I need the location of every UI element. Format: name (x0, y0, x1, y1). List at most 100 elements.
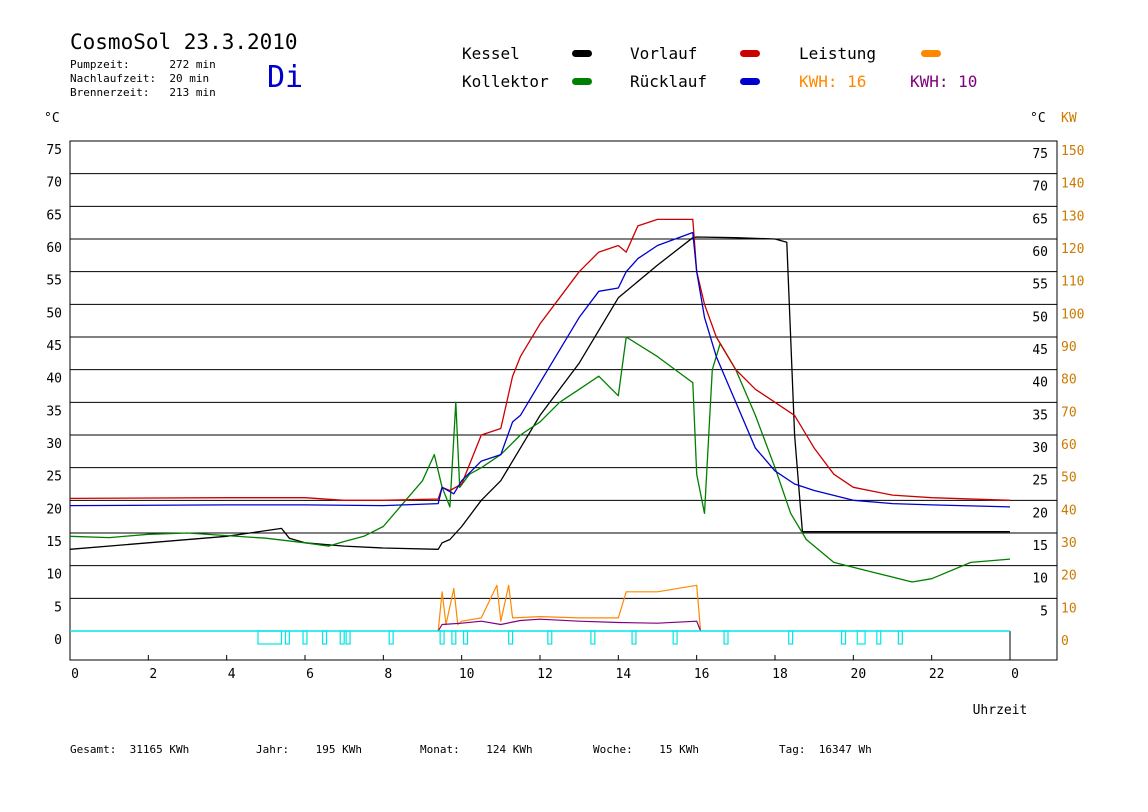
pump-status-marker (590, 630, 596, 645)
series-line-leistung (437, 584, 702, 632)
y-tick-label-right-temp: 10 (1032, 572, 1048, 587)
y-tick-label-right-power: 80 (1061, 373, 1077, 388)
y-tick-label-right-temp: 45 (1032, 343, 1048, 358)
pump-status-marker (856, 630, 866, 645)
y-tick-label-right-temp: 25 (1032, 474, 1048, 489)
pump-status-marker (672, 630, 678, 645)
pump-status-marker (840, 630, 847, 645)
y-tick-label-left: 20 (46, 502, 62, 517)
x-tick-label: 14 (616, 667, 632, 682)
y-tick-label-right-temp: 5 (1040, 604, 1048, 619)
pump-status-marker (339, 630, 345, 645)
x-tick-label: 4 (228, 667, 236, 682)
legend-kwh-2: KWH: 10 (910, 72, 978, 91)
info-nachlaufzeit: Nachlaufzeit: 20 min (70, 72, 210, 85)
y-tick-label-right-power: 90 (1061, 340, 1077, 355)
y-tick-label-left: 40 (46, 372, 62, 387)
pump-status-marker (897, 630, 903, 645)
pump-status-marker (463, 630, 469, 645)
pump-status-marker (345, 630, 351, 645)
y-tick-label-right-power: 40 (1061, 503, 1077, 518)
footer-gesamt: Gesamt: 31165 KWh (70, 743, 190, 756)
x-tick-label: 2 (149, 667, 157, 682)
y-tick-label-right-power: 60 (1061, 438, 1077, 453)
pump-status-marker (302, 630, 308, 645)
y-axis-label-right-temp: °C (1030, 111, 1046, 126)
y-tick-label-right-temp: 55 (1032, 278, 1048, 293)
x-tick-label: 22 (929, 667, 945, 682)
y-tick-label-right-power: 20 (1061, 569, 1077, 584)
chart-title: CosmoSol 23.3.2010 (70, 30, 298, 54)
y-tick-label-right-temp: 60 (1032, 245, 1048, 260)
legend-kwh-leistung: KWH: 16 (799, 72, 867, 91)
y-tick-label-left: 35 (46, 404, 62, 419)
y-tick-label-right-temp: 65 (1032, 212, 1048, 227)
pump-status-marker (547, 630, 553, 645)
y-tick-label-right-power: 30 (1061, 536, 1077, 551)
y-tick-label-left: 45 (46, 339, 62, 354)
legend-kessel: Kessel (462, 44, 520, 63)
y-tick-label-right-power: 50 (1061, 471, 1077, 486)
series-line-ruecklauf (69, 231, 1011, 508)
y-tick-label-left: 15 (46, 535, 62, 550)
footer-monat: Monat: 124 KWh (420, 743, 533, 756)
pump-status-marker (723, 630, 729, 645)
legend-leistung: Leistung (799, 44, 877, 63)
y-tick-label-right-power: 150 (1061, 144, 1084, 159)
y-tick-label-right-power: 130 (1061, 209, 1084, 224)
footer-tag: Tag: 16347 Wh (779, 743, 872, 756)
y-tick-label-right-temp: 35 (1032, 408, 1048, 423)
plot-frame (69, 140, 1058, 661)
y-tick-label-right-temp: 75 (1032, 147, 1048, 162)
footer-woche: Woche: 15 KWh (593, 743, 699, 756)
x-tick-label: 20 (851, 667, 867, 682)
y-tick-label-left: 65 (46, 208, 62, 223)
y-tick-label-left: 25 (46, 470, 62, 485)
info-pumpzeit: Pumpzeit: 272 min (70, 58, 216, 71)
y-tick-label-right-power: 110 (1061, 275, 1084, 290)
y-tick-label-right-power: 120 (1061, 242, 1084, 257)
pump-status-marker (322, 630, 328, 645)
y-tick-label-right-temp: 20 (1032, 506, 1048, 521)
x-tick-label: 18 (772, 667, 788, 682)
y-tick-label-right-temp: 30 (1032, 441, 1048, 456)
pump-status-marker (876, 630, 882, 645)
legend-leistung-swatch (921, 50, 941, 57)
pump-status-marker (451, 630, 457, 645)
pump-status-marker (284, 630, 290, 645)
y-tick-label-right-temp: 70 (1032, 180, 1048, 195)
pump-status-marker (388, 630, 394, 645)
y-tick-label-left: 55 (46, 274, 62, 289)
series-line-kwh2 (437, 618, 702, 632)
x-tick-label: 0 (71, 667, 79, 682)
y-tick-label-right-power: 140 (1061, 177, 1084, 192)
x-tick-label: 6 (306, 667, 314, 682)
x-tick-label: 10 (459, 667, 475, 682)
legend-vorlauf-swatch (740, 50, 760, 57)
y-tick-label-left: 70 (46, 176, 62, 191)
legend-kessel-swatch (572, 50, 592, 57)
pump-status-marker (439, 630, 445, 645)
y-tick-label-right-power: 70 (1061, 405, 1077, 420)
x-axis-label: Uhrzeit (973, 703, 1028, 718)
legend-ruecklauf: Rücklauf (630, 72, 708, 91)
legend-kollektor-swatch (572, 78, 592, 85)
y-tick-label-left: 5 (54, 600, 62, 615)
y-tick-label-left: 50 (46, 306, 62, 321)
pump-status-marker (631, 630, 637, 645)
pump-status-marker (508, 630, 514, 645)
y-tick-label-left: 30 (46, 437, 62, 452)
legend-kollektor: Kollektor (462, 72, 549, 91)
x-tick-label: 8 (384, 667, 392, 682)
series-line-vorlauf (69, 218, 1011, 501)
x-tick-label: 0 (1011, 667, 1019, 682)
series-line-kessel (69, 236, 1010, 550)
legend-ruecklauf-swatch (740, 78, 760, 85)
day-label: Di (267, 60, 304, 95)
y-tick-label-left: 0 (54, 633, 62, 648)
y-tick-label-right-temp: 15 (1032, 539, 1048, 554)
y-tick-label-right-power: 100 (1061, 307, 1084, 322)
x-tick-label: 12 (537, 667, 553, 682)
y-tick-label-right-temp: 40 (1032, 376, 1048, 391)
